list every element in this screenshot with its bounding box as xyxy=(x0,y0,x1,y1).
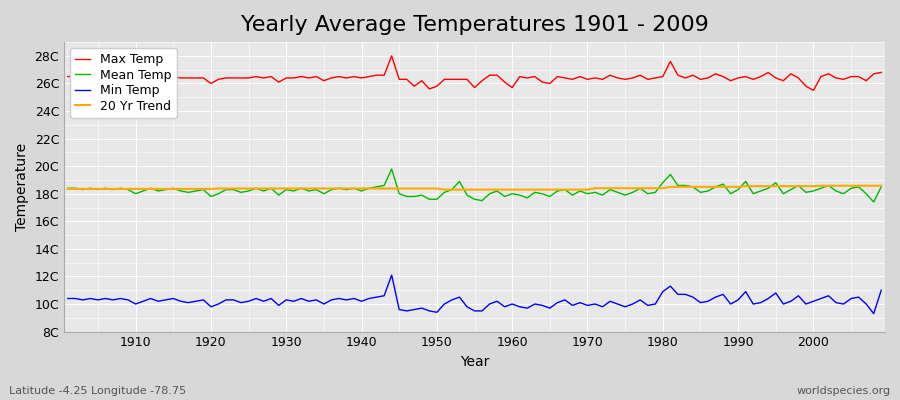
Min Temp xyxy=(386,273,397,278)
Mean Temp xyxy=(605,187,616,192)
Line: 20 Yr Trend: 20 Yr Trend xyxy=(68,186,881,190)
Mean Temp xyxy=(868,200,879,204)
Max Temp xyxy=(334,74,345,79)
20 Yr Trend xyxy=(507,187,517,192)
Min Temp xyxy=(514,304,525,309)
20 Yr Trend xyxy=(62,186,73,191)
Mean Temp xyxy=(514,193,525,198)
Max Temp xyxy=(288,76,299,80)
Title: Yearly Average Temperatures 1901 - 2009: Yearly Average Temperatures 1901 - 2009 xyxy=(240,15,708,35)
20 Yr Trend xyxy=(122,186,133,191)
Min Temp xyxy=(334,296,345,301)
Text: Latitude -4.25 Longitude -78.75: Latitude -4.25 Longitude -78.75 xyxy=(9,386,186,396)
20 Yr Trend xyxy=(605,186,616,191)
Mean Temp xyxy=(62,186,73,191)
20 Yr Trend xyxy=(334,186,345,191)
Mean Temp xyxy=(386,166,397,171)
Max Temp xyxy=(62,74,73,79)
Max Temp xyxy=(514,74,525,79)
Line: Max Temp: Max Temp xyxy=(68,56,881,90)
20 Yr Trend xyxy=(288,186,299,191)
20 Yr Trend xyxy=(815,183,826,188)
20 Yr Trend xyxy=(876,183,886,188)
Min Temp xyxy=(507,302,517,306)
20 Yr Trend xyxy=(514,187,525,192)
Line: Min Temp: Min Temp xyxy=(68,275,881,314)
Mean Temp xyxy=(122,187,133,192)
Max Temp xyxy=(507,85,517,90)
Min Temp xyxy=(876,288,886,293)
Line: Mean Temp: Mean Temp xyxy=(68,169,881,202)
Mean Temp xyxy=(288,188,299,193)
Min Temp xyxy=(868,311,879,316)
Mean Temp xyxy=(507,191,517,196)
Text: worldspecies.org: worldspecies.org xyxy=(796,386,891,396)
X-axis label: Year: Year xyxy=(460,355,490,369)
Legend: Max Temp, Mean Temp, Min Temp, 20 Yr Trend: Max Temp, Mean Temp, Min Temp, 20 Yr Tre… xyxy=(70,48,176,118)
Mean Temp xyxy=(876,184,886,189)
20 Yr Trend xyxy=(439,187,450,192)
Max Temp xyxy=(808,88,819,93)
Y-axis label: Temperature: Temperature xyxy=(15,143,29,231)
Max Temp xyxy=(876,70,886,75)
Max Temp xyxy=(605,73,616,78)
Min Temp xyxy=(62,296,73,301)
Min Temp xyxy=(605,299,616,304)
Mean Temp xyxy=(334,186,345,191)
Min Temp xyxy=(288,299,299,304)
Min Temp xyxy=(122,298,133,302)
Max Temp xyxy=(386,54,397,58)
Max Temp xyxy=(122,76,133,80)
